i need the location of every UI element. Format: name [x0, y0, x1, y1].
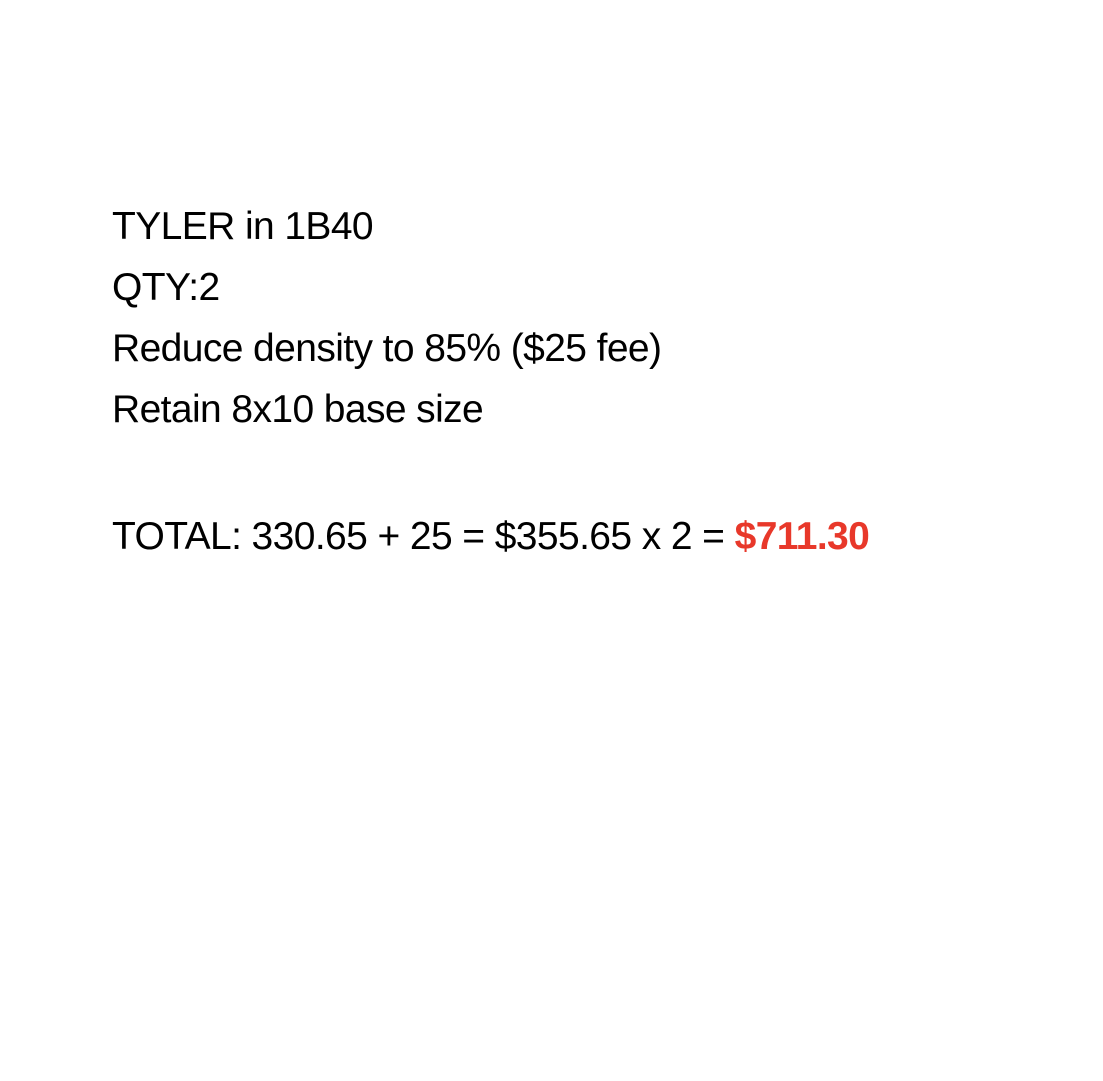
- total-line: TOTAL: 330.65 + 25 = $355.65 x 2 = $711.…: [112, 514, 870, 560]
- customer-line: TYLER in 1B40: [112, 205, 374, 248]
- quantity-line: QTY:2: [112, 266, 220, 309]
- density-line: Reduce density to 85% ($25 fee): [112, 327, 662, 370]
- total-calculation: TOTAL: 330.65 + 25 = $355.65 x 2 =: [112, 515, 735, 558]
- size-line: Retain 8x10 base size: [112, 388, 484, 431]
- total-amount: $711.30: [734, 515, 870, 558]
